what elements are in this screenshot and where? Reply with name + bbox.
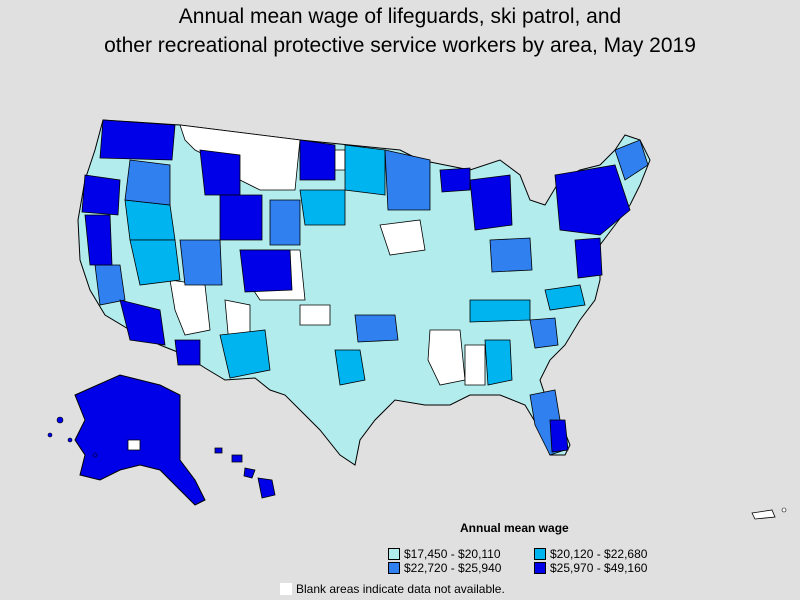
region-nc — [544, 284, 586, 311]
region-ohio — [489, 237, 533, 273]
legend-item-1: $17,450 - $20,110 — [388, 547, 501, 561]
region-colorado — [239, 249, 293, 293]
region-maine — [614, 139, 649, 181]
region-nevada-east — [129, 239, 181, 286]
region-upper-michigan — [439, 167, 471, 193]
tier4-regions — [81, 119, 631, 453]
region-new-england — [554, 164, 631, 236]
legend-swatch-4 — [534, 562, 546, 574]
region-arizona — [219, 329, 271, 379]
blank-area-note-text: Blank areas indicate data not available. — [296, 582, 505, 596]
alaska-interior-blank — [127, 439, 141, 451]
region-tennessee — [469, 299, 531, 323]
hawaii — [214, 447, 276, 499]
puerto-rico — [751, 509, 776, 520]
region-alabama — [484, 339, 513, 386]
region-california-central — [94, 264, 126, 306]
region-california-south — [119, 299, 166, 346]
region-arkansas-blank — [427, 329, 466, 386]
legend-label-3: $22,720 - $25,940 — [404, 561, 502, 575]
region-nebraska — [269, 199, 301, 246]
region-california-north — [84, 214, 113, 266]
region-arizona-south — [174, 339, 201, 366]
legend-item-2: $20,120 - $22,680 — [534, 547, 647, 561]
map-title-line1: Annual mean wage of lifeguards, ski patr… — [178, 5, 622, 28]
legend-swatch-1 — [388, 548, 400, 560]
legend-title: Annual mean wage — [460, 521, 569, 535]
region-oklahoma — [354, 314, 399, 343]
legend-item-4: $25,970 - $49,160 — [534, 561, 647, 575]
legend-item-3: $22,720 - $25,940 — [388, 561, 501, 575]
blank-swatch — [280, 583, 292, 595]
region-ms-blank — [464, 344, 486, 386]
legend-label-1: $17,450 - $20,110 — [404, 547, 501, 561]
legend-swatch-2 — [534, 548, 546, 560]
region-michigan — [469, 174, 513, 231]
map-title-line2: other recreational protective service wo… — [104, 34, 696, 57]
region-oregon-coast — [81, 174, 121, 216]
region-sc — [529, 317, 559, 349]
virgin-islands — [781, 507, 787, 513]
region-idaho — [124, 159, 171, 206]
legend-swatch-3 — [388, 562, 400, 574]
region-dakotas — [299, 189, 346, 226]
region-north-dakota — [299, 139, 336, 181]
tier3-regions — [94, 139, 649, 456]
map-title: Annual mean wage of lifeguards, ski patr… — [0, 2, 800, 60]
aleutian-islands — [47, 416, 98, 458]
region-minnesota — [344, 144, 386, 196]
region-florida-south — [549, 419, 569, 453]
region-oregon-interior — [124, 199, 176, 241]
region-washington — [99, 119, 176, 161]
region-ks-blank — [299, 304, 331, 326]
region-iowa-blank — [379, 219, 426, 256]
region-montana-west — [199, 149, 241, 196]
blank-area-note: Blank areas indicate data not available. — [280, 582, 505, 596]
tier2-regions — [124, 144, 586, 386]
region-texas-se — [334, 349, 366, 386]
region-utah — [179, 239, 223, 286]
region-wyoming — [219, 194, 263, 241]
legend-label-2: $20,120 - $22,680 — [550, 547, 648, 561]
region-mid-atlantic — [574, 237, 603, 279]
legend-label-4: $25,970 - $49,160 — [550, 561, 648, 575]
region-wisconsin — [384, 149, 431, 211]
